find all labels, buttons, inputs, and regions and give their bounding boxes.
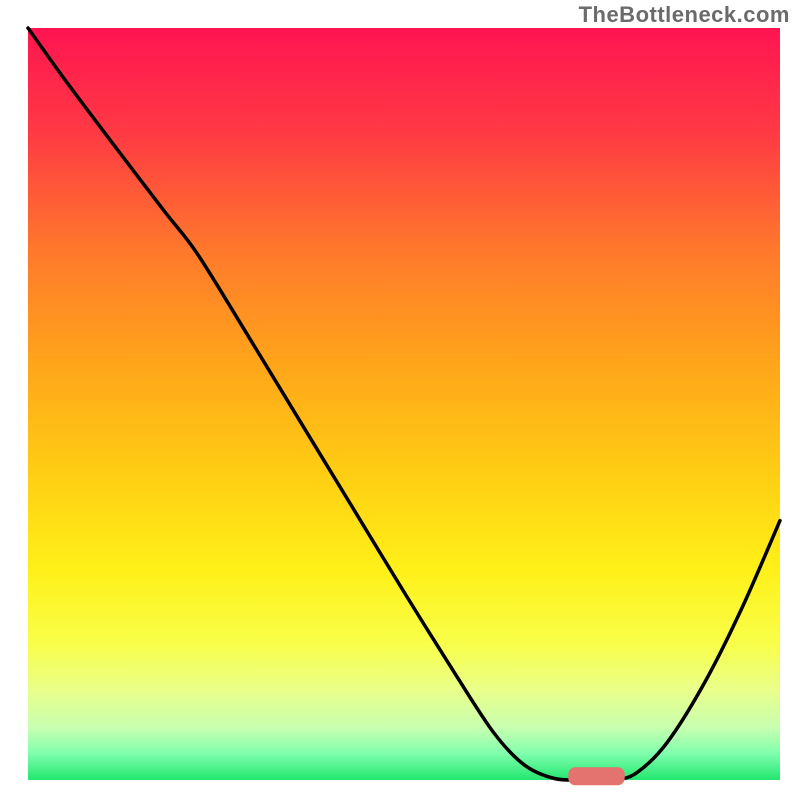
optimal-marker: [568, 767, 624, 785]
bottleneck-chart: [0, 0, 800, 800]
chart-container: TheBottleneck.com: [0, 0, 800, 800]
plot-background: [28, 28, 780, 780]
watermark-text: TheBottleneck.com: [579, 2, 790, 28]
